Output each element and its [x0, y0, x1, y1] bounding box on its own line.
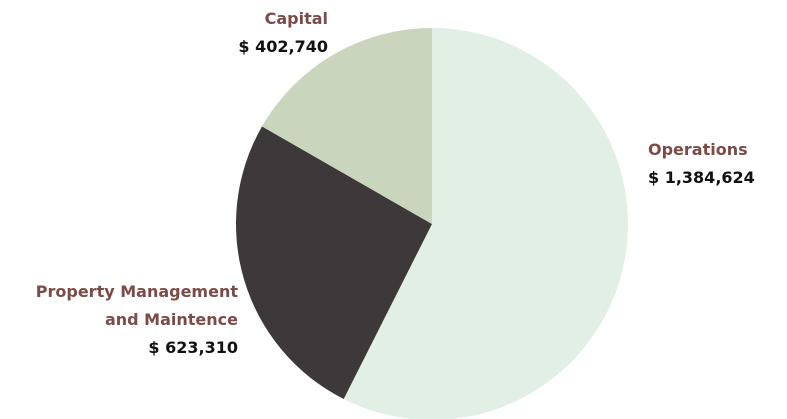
- value-label: $ 402,740: [238, 37, 328, 56]
- pie-slice: [343, 28, 628, 419]
- slice-label: Property Management and Maintence $ 623,3…: [13, 278, 238, 362]
- pie-slice: [236, 126, 432, 399]
- slice-label: Operations $ 1,384,624: [648, 136, 787, 192]
- value-label: $ 623,310: [148, 338, 238, 357]
- pie-slice: [262, 28, 432, 224]
- category-label: Property Management and Maintence: [35, 282, 238, 329]
- value-label: $ 1,384,624: [648, 168, 755, 187]
- category-label: Capital: [264, 9, 328, 28]
- slice-label: Capital $ 402,740: [128, 5, 328, 61]
- category-label: Operations: [648, 140, 748, 159]
